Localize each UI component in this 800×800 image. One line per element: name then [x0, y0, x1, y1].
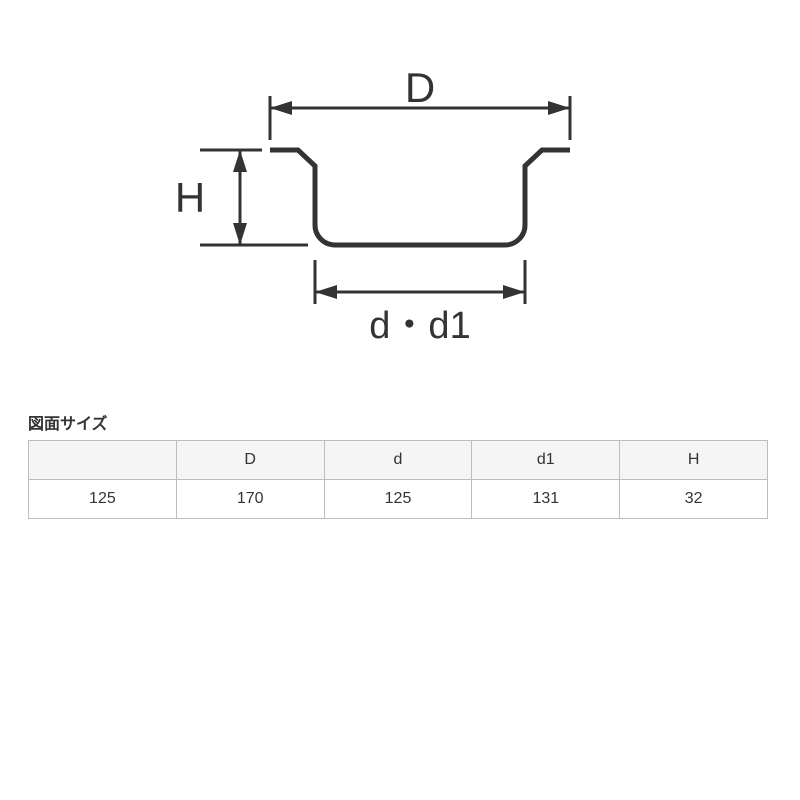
dim-d-d1: d・d1: [315, 260, 525, 347]
cell-size: 125: [29, 480, 177, 519]
dim-H: H: [175, 150, 308, 245]
label-H: H: [175, 174, 205, 221]
table-title: 図面サイズ: [28, 410, 780, 434]
col-d1: d1: [472, 441, 620, 480]
table-header-row: D d d1 H: [29, 441, 768, 480]
col-d: d: [324, 441, 472, 480]
label-d-d1: d・d1: [369, 305, 470, 347]
col-D: D: [176, 441, 324, 480]
part-outline: [270, 150, 570, 245]
cell-H: 32: [620, 480, 768, 519]
dim-D: D: [270, 70, 570, 140]
col-blank: [29, 441, 177, 480]
cell-D: 170: [176, 480, 324, 519]
label-D: D: [405, 70, 435, 111]
section-diagram: D H d・d1: [140, 70, 660, 350]
dimension-table: D d d1 H 125 170 125 131 32: [28, 440, 768, 519]
col-H: H: [620, 441, 768, 480]
table-row: 125 170 125 131 32: [29, 480, 768, 519]
cell-d1: 131: [472, 480, 620, 519]
cell-d: 125: [324, 480, 472, 519]
